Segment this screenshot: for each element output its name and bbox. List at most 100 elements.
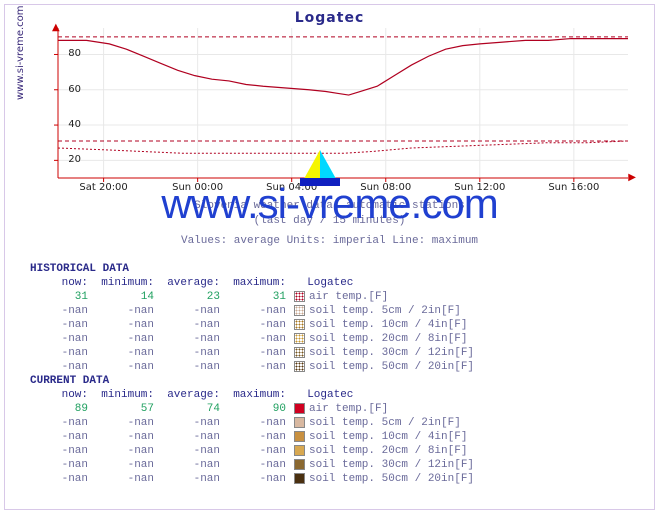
series-cell: soil temp. 50cm / 20in[F] <box>294 360 482 374</box>
series-cell: soil temp. 10cm / 4in[F] <box>294 318 482 332</box>
series-label: soil temp. 50cm / 20in[F] <box>309 473 474 485</box>
cell-value: 14 <box>96 290 162 304</box>
table-row: -nan-nan-nan-nansoil temp. 5cm / 2in[F] <box>30 304 482 318</box>
series-cell: air temp.[F] <box>294 402 482 416</box>
col-header: maximum: <box>228 388 294 402</box>
caption-line-2: (last day / 15 minutes) <box>0 215 659 227</box>
series-cell: soil temp. 30cm / 12in[F] <box>294 346 482 360</box>
series-cell: soil temp. 20cm / 8in[F] <box>294 332 482 346</box>
cell-value: -nan <box>30 360 96 374</box>
swatch-icon <box>294 459 305 470</box>
col-header: now: <box>30 388 96 402</box>
cell-value: -nan <box>228 360 294 374</box>
col-header: minimum: <box>96 388 162 402</box>
cell-value: -nan <box>96 304 162 318</box>
cell-value: -nan <box>228 472 294 486</box>
cell-value: -nan <box>30 346 96 360</box>
cell-value: -nan <box>96 458 162 472</box>
table-row: -nan-nan-nan-nansoil temp. 20cm / 8in[F] <box>30 332 482 346</box>
table-row: -nan-nan-nan-nansoil temp. 50cm / 20in[F… <box>30 360 482 374</box>
cell-value: -nan <box>162 346 228 360</box>
cell-value: -nan <box>162 304 228 318</box>
section-header: HISTORICAL DATA <box>30 262 482 276</box>
swatch-icon <box>294 319 305 330</box>
watermark-icon <box>300 150 340 186</box>
table-row: -nan-nan-nan-nansoil temp. 30cm / 12in[F… <box>30 458 482 472</box>
table-row: -nan-nan-nan-nansoil temp. 5cm / 2in[F] <box>30 416 482 430</box>
xtick-label: Sat 20:00 <box>79 182 127 193</box>
cell-value: 31 <box>228 290 294 304</box>
cell-value: -nan <box>96 416 162 430</box>
col-header: now: <box>30 276 96 290</box>
series-label: soil temp. 10cm / 4in[F] <box>309 319 467 331</box>
series-cell: soil temp. 5cm / 2in[F] <box>294 416 482 430</box>
cell-value: -nan <box>30 458 96 472</box>
col-header: Logatec <box>294 276 482 290</box>
cell-value: -nan <box>162 318 228 332</box>
swatch-icon <box>294 473 305 484</box>
cell-value: -nan <box>162 360 228 374</box>
col-header: minimum: <box>96 276 162 290</box>
cell-value: -nan <box>30 332 96 346</box>
ytick-label: 60 <box>51 84 81 95</box>
col-header: maximum: <box>228 276 294 290</box>
table-row: -nan-nan-nan-nansoil temp. 50cm / 20in[F… <box>30 472 482 486</box>
swatch-icon <box>294 417 305 428</box>
cell-value: 89 <box>30 402 96 416</box>
ytick-label: 40 <box>51 119 81 130</box>
xtick-label: Sun 12:00 <box>454 182 505 193</box>
col-header: average: <box>162 276 228 290</box>
swatch-icon <box>294 333 305 344</box>
series-label: soil temp. 30cm / 12in[F] <box>309 347 474 359</box>
xtick-label: Sun 08:00 <box>360 182 411 193</box>
cell-value: -nan <box>96 430 162 444</box>
series-label: soil temp. 20cm / 8in[F] <box>309 445 467 457</box>
cell-value: -nan <box>228 416 294 430</box>
cell-value: -nan <box>30 318 96 332</box>
table-row: 31142331air temp.[F] <box>30 290 482 304</box>
series-label: soil temp. 20cm / 8in[F] <box>309 333 467 345</box>
xtick-label: Sun 16:00 <box>548 182 599 193</box>
cell-value: -nan <box>96 332 162 346</box>
series-cell: soil temp. 10cm / 4in[F] <box>294 430 482 444</box>
series-label: soil temp. 5cm / 2in[F] <box>309 305 461 317</box>
caption-line-3: Values: average Units: imperial Line: ma… <box>0 235 659 247</box>
cell-value: -nan <box>228 444 294 458</box>
cell-value: -nan <box>228 430 294 444</box>
series-label: soil temp. 10cm / 4in[F] <box>309 431 467 443</box>
cell-value: -nan <box>96 346 162 360</box>
table-row: 89577490air temp.[F] <box>30 402 482 416</box>
cell-value: 31 <box>30 290 96 304</box>
cell-value: -nan <box>30 430 96 444</box>
swatch-icon <box>294 305 305 316</box>
swatch-icon <box>294 445 305 456</box>
series-cell: soil temp. 50cm / 20in[F] <box>294 472 482 486</box>
table-row: -nan-nan-nan-nansoil temp. 20cm / 8in[F] <box>30 444 482 458</box>
plot-area: ▲ ▶ <box>58 28 628 178</box>
cell-value: -nan <box>30 444 96 458</box>
chart-title: Logatec <box>0 10 659 26</box>
cell-value: -nan <box>162 430 228 444</box>
col-header: Logatec <box>294 388 482 402</box>
col-header: average: <box>162 388 228 402</box>
series-cell: soil temp. 30cm / 12in[F] <box>294 458 482 472</box>
cell-value: -nan <box>30 472 96 486</box>
cell-value: -nan <box>162 416 228 430</box>
table-row: -nan-nan-nan-nansoil temp. 10cm / 4in[F] <box>30 318 482 332</box>
cell-value: -nan <box>228 304 294 318</box>
section-header: CURRENT DATA <box>30 374 482 388</box>
series-cell: soil temp. 5cm / 2in[F] <box>294 304 482 318</box>
data-table: now:minimum:average:maximum: Logatec3114… <box>30 276 482 374</box>
xtick-label: Sun 00:00 <box>172 182 223 193</box>
data-tables: HISTORICAL DATAnow:minimum:average:maxim… <box>30 262 482 486</box>
x-arrow-icon: ▶ <box>628 172 636 183</box>
cell-value: -nan <box>162 458 228 472</box>
cell-value: -nan <box>30 416 96 430</box>
swatch-icon <box>294 347 305 358</box>
ytick-label: 80 <box>51 48 81 59</box>
cell-value: -nan <box>228 318 294 332</box>
series-label: soil temp. 30cm / 12in[F] <box>309 459 474 471</box>
series-label: soil temp. 50cm / 20in[F] <box>309 361 474 373</box>
table-row: -nan-nan-nan-nansoil temp. 30cm / 12in[F… <box>30 346 482 360</box>
cell-value: -nan <box>228 346 294 360</box>
